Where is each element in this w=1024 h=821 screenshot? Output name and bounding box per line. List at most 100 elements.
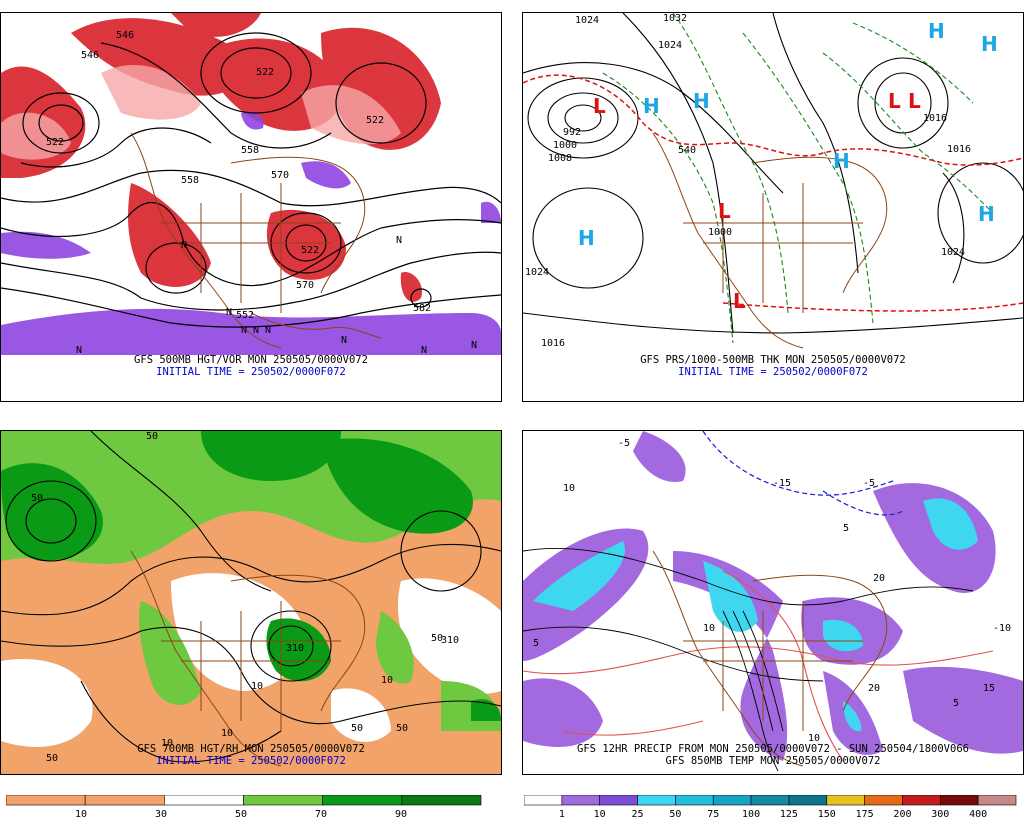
contour-label: 50 xyxy=(351,723,363,734)
marker-label: N xyxy=(181,240,187,251)
colorbar-swatch xyxy=(164,795,244,806)
marker-label: N xyxy=(76,345,82,355)
map-frame: GFS 500MB HGT/VOR MON 250505/0000V072 IN… xyxy=(0,12,502,402)
contour-label: 50 xyxy=(146,431,158,442)
marker-label: N xyxy=(253,325,259,336)
colorbar-swatch xyxy=(6,795,86,806)
caption-line-1: GFS PRS/1000-500MB THK MON 250505/0000V0… xyxy=(640,354,906,366)
contour-label: 546 xyxy=(81,50,99,61)
contour-label: 5 xyxy=(533,638,539,649)
colorbar-tick-label: 50 xyxy=(235,809,247,820)
high-symbol: H xyxy=(978,202,995,226)
colorbar-tick-label: 30 xyxy=(155,809,167,820)
contour-label: 558 xyxy=(181,175,199,186)
colorbar-swatch xyxy=(750,795,790,806)
marker-label: N xyxy=(241,325,247,336)
colorbar-swatch xyxy=(637,795,676,806)
contour-label: 1016 xyxy=(947,144,971,155)
caption-line-1: GFS 12HR PRECIP FROM MON 250505/0000V072… xyxy=(577,743,969,755)
colorbar-tick-label: 150 xyxy=(818,809,836,820)
low-symbol: L xyxy=(908,89,921,113)
contour-label: 1024 xyxy=(658,40,682,51)
colorbar-tick-label: 70 xyxy=(315,809,327,820)
contour-label: 310 xyxy=(441,635,459,646)
contour-label: 10 xyxy=(808,733,820,744)
marker-label: N xyxy=(226,307,232,318)
contour-label: 1032 xyxy=(663,13,687,24)
high-symbol: H xyxy=(981,32,998,56)
precip-colorbar: 1 10 25 50 75 100 125 150 175 200 300 400 xyxy=(524,795,1017,820)
caption-line-2: INITIAL TIME = 250502/0000F072 xyxy=(678,366,868,378)
panel-precip-850temp: 5 10 -5 5 20 10 -15 -10 20 10 5 15 -5 GF… xyxy=(522,430,1024,820)
temp-contours-blue xyxy=(702,431,904,516)
thickness-green xyxy=(602,13,994,344)
low-symbol: L xyxy=(593,94,606,118)
panel-surface-pressure-thickness: L L L L L H H H H H H H 1024 1032 1024 9… xyxy=(522,12,1024,402)
contour-label: 570 xyxy=(296,280,314,291)
marker-label: N xyxy=(421,345,427,355)
colorbar-swatch xyxy=(524,795,563,806)
colorbar-swatch xyxy=(864,795,903,806)
contour-label: 20 xyxy=(868,683,880,694)
contour-label: 10 xyxy=(703,623,715,634)
coastlines xyxy=(130,132,382,349)
high-symbol: H xyxy=(693,89,710,113)
contour-label: 522 xyxy=(366,115,384,126)
high-symbol: H xyxy=(833,149,850,173)
caption-line-1: GFS 700MB HGT/RH MON 250505/0000V072 xyxy=(137,743,365,755)
contour-label: 546 xyxy=(116,30,134,41)
colorbar-swatch xyxy=(940,795,979,806)
map-precip xyxy=(523,431,1023,774)
low-symbol: L xyxy=(718,199,731,223)
caption-line-1: GFS 500MB HGT/VOR MON 250505/0000V072 xyxy=(134,354,368,366)
contour-label: 558 xyxy=(241,145,259,156)
contour-label-layer: 310 50 50 10 50 10 50 310 50 50 10 10 xyxy=(31,431,459,764)
colorbar-tick-label: 75 xyxy=(707,809,719,820)
rh-green-mid xyxy=(1,431,501,721)
contour-label: 1016 xyxy=(923,113,947,124)
contour-label: 10 xyxy=(381,675,393,686)
colorbar-swatch xyxy=(675,795,714,806)
caption-line-2: GFS 850MB TEMP MON 250505/0000V072 xyxy=(665,755,881,767)
panel-500mb-vorticity: GFS 500MB HGT/VOR MON 250505/0000V072 IN… xyxy=(0,12,502,402)
colorbar-swatch xyxy=(599,795,638,806)
contour-label: 10 xyxy=(563,483,575,494)
coastlines xyxy=(652,132,888,349)
colorbar-tick-label: 25 xyxy=(632,809,644,820)
contour-label: 15 xyxy=(983,683,995,694)
marker-label: N xyxy=(341,335,347,346)
high-symbol: H xyxy=(928,19,945,43)
map-frame: 5 10 -5 5 20 10 -15 -10 20 10 5 15 -5 GF… xyxy=(522,430,1024,775)
map-frame: L L L L L H H H H H H H 1024 1032 1024 9… xyxy=(522,12,1024,402)
contour-label: 310 xyxy=(286,643,304,654)
colorbar-swatch xyxy=(977,795,1017,806)
contour-label-layer: 5 10 -5 5 20 10 -15 -10 20 10 5 15 -5 xyxy=(533,438,1011,744)
caption-line-2: INITIAL TIME = 250502/0000F072 xyxy=(156,366,346,378)
low-symbol: L xyxy=(888,89,901,113)
marker-label: N xyxy=(396,235,402,246)
colorbar-tick-label: 10 xyxy=(594,809,606,820)
contour-label: 1024 xyxy=(525,267,549,278)
colorbar-swatch xyxy=(243,795,323,806)
height-contours xyxy=(1,32,501,328)
contour-label: -5 xyxy=(863,478,875,489)
colorbar-tick-label: 175 xyxy=(856,809,874,820)
coastlines xyxy=(652,550,888,767)
colorbar-tick-label: 400 xyxy=(969,809,987,820)
contour-label: 10 xyxy=(221,728,233,739)
marker-label: N xyxy=(265,325,271,336)
colorbar-swatch xyxy=(788,795,828,806)
colorbar-swatch xyxy=(902,795,941,806)
pressure-symbols-layer: L L L L L H H H H H H H 1024 1032 1024 9… xyxy=(525,13,998,349)
contour-label: 552 xyxy=(236,310,254,321)
contour-label: 570 xyxy=(271,170,289,181)
contour-label: 5 xyxy=(953,698,959,709)
colorbar-tick-label: 50 xyxy=(669,809,681,820)
height-contours xyxy=(1,431,501,763)
thickness-red xyxy=(523,74,1023,312)
colorbar-tick-label: 125 xyxy=(780,809,798,820)
coastlines xyxy=(130,550,366,767)
colorbar-swatch xyxy=(322,795,403,806)
rh-colorbar: 10 30 50 70 90 xyxy=(6,795,482,820)
colorbar-swatch xyxy=(84,795,165,806)
